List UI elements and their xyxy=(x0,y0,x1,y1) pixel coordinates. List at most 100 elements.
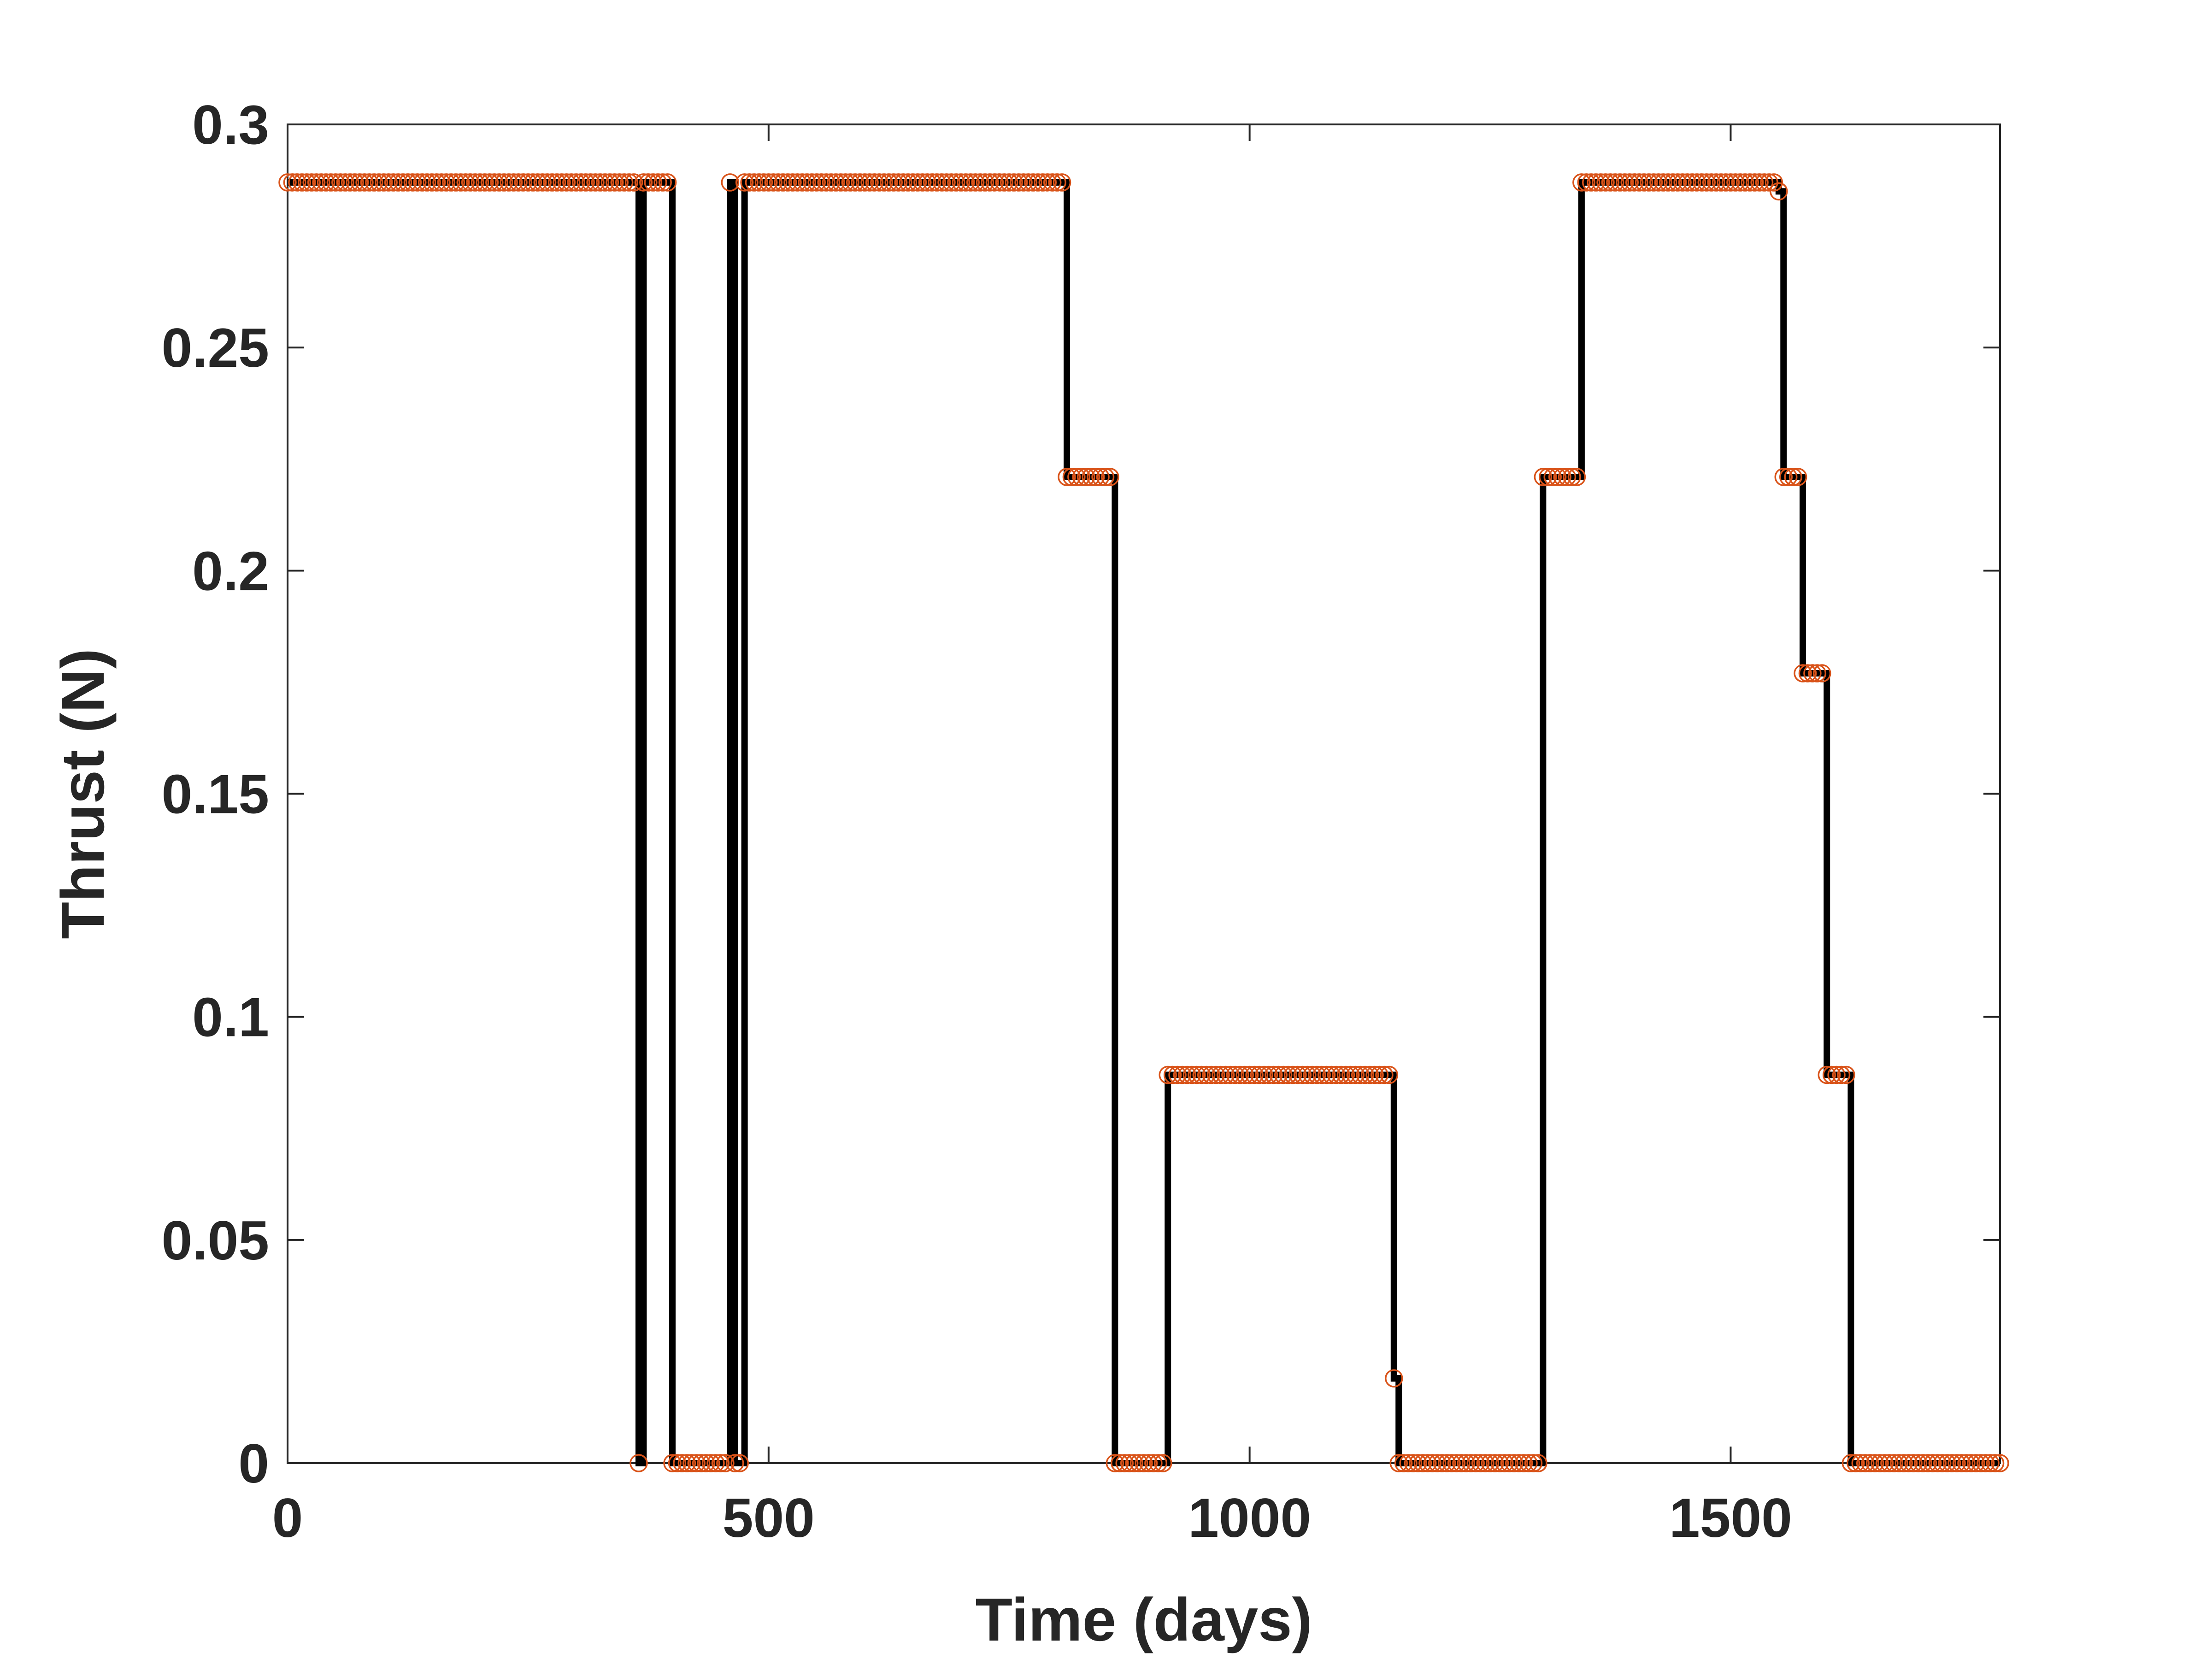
data-point-marker xyxy=(918,173,937,192)
data-point-marker xyxy=(846,173,865,192)
data-point-marker xyxy=(1476,1454,1494,1472)
data-point-marker xyxy=(624,173,643,192)
data-point-marker xyxy=(394,173,412,192)
data-point-marker xyxy=(283,173,302,192)
data-point-marker xyxy=(822,173,841,192)
data-point-marker xyxy=(1019,173,1038,192)
data-point-marker xyxy=(1794,664,1812,682)
data-point-marker xyxy=(1490,1454,1509,1472)
data-point-marker xyxy=(1259,1065,1278,1084)
data-point-marker xyxy=(1375,1065,1394,1084)
data-point-marker xyxy=(1240,1065,1259,1084)
data-point-marker xyxy=(1938,1454,1956,1472)
data-point-marker xyxy=(610,173,629,192)
data-point-marker xyxy=(971,173,989,192)
data-point-marker xyxy=(1774,468,1793,486)
data-point-marker xyxy=(543,173,561,192)
plot-area xyxy=(278,124,2009,1472)
data-point-marker xyxy=(529,173,547,192)
data-point-marker xyxy=(1885,1454,1904,1472)
data-point-marker xyxy=(1125,1454,1143,1472)
data-point-marker xyxy=(798,173,817,192)
plot-frame xyxy=(287,124,2001,1464)
y-tick-label: 0.05 xyxy=(161,1210,269,1271)
data-point-marker xyxy=(937,173,956,192)
data-point-marker xyxy=(591,173,610,192)
data-point-marker xyxy=(1904,1454,1923,1472)
data-point-marker xyxy=(1322,1065,1341,1084)
data-point-marker xyxy=(1967,1454,1985,1472)
data-point-marker xyxy=(1418,1454,1437,1472)
data-point-marker xyxy=(1043,173,1062,192)
data-point-marker xyxy=(509,173,528,192)
data-point-marker xyxy=(1067,468,1086,486)
data-point-marker xyxy=(855,173,874,192)
y-tick-label: 0.3 xyxy=(192,94,269,156)
data-point-marker xyxy=(1745,173,1764,192)
data-point-marker xyxy=(1822,1065,1841,1084)
data-point-marker xyxy=(336,173,355,192)
data-point-marker xyxy=(1731,173,1750,192)
data-point-marker xyxy=(1880,1454,1899,1472)
data-point-marker xyxy=(423,173,441,192)
data-point-marker xyxy=(1283,1065,1302,1084)
data-point-marker xyxy=(1770,182,1788,200)
data-point-marker xyxy=(778,173,797,192)
data-point-marker xyxy=(1591,173,1610,192)
data-point-marker xyxy=(1553,468,1571,486)
data-point-marker xyxy=(355,173,374,192)
data-point-marker xyxy=(1928,1454,1947,1472)
data-point-marker xyxy=(447,173,465,192)
data-point-marker xyxy=(1726,173,1745,192)
data-point-marker xyxy=(1149,1454,1168,1472)
data-point-marker xyxy=(432,173,451,192)
data-point-marker xyxy=(908,173,927,192)
data-point-marker xyxy=(1120,1454,1139,1472)
data-point-marker xyxy=(1009,173,1028,192)
data-point-marker xyxy=(365,173,383,192)
data-point-marker xyxy=(1798,664,1817,682)
data-point-marker xyxy=(1909,1454,1928,1472)
data-point-marker xyxy=(1399,1454,1418,1472)
data-point-marker xyxy=(466,173,484,192)
data-point-marker xyxy=(1717,173,1735,192)
data-point-marker xyxy=(557,173,576,192)
data-point-marker xyxy=(1784,468,1802,486)
data-point-marker xyxy=(851,173,869,192)
data-point-marker xyxy=(1779,468,1798,486)
data-point-marker xyxy=(452,173,470,192)
data-point-marker xyxy=(1212,1065,1230,1084)
data-point-marker xyxy=(716,1454,735,1472)
data-point-marker xyxy=(788,173,807,192)
data-point-marker xyxy=(538,173,557,192)
data-point-marker xyxy=(471,173,489,192)
data-point-marker xyxy=(1053,173,1071,192)
data-point-marker xyxy=(668,1454,687,1472)
data-point-marker xyxy=(1442,1454,1461,1472)
data-point-marker xyxy=(360,173,379,192)
data-point-marker xyxy=(1192,1065,1211,1084)
data-point-marker xyxy=(1226,1065,1245,1084)
data-point-marker xyxy=(1293,1065,1312,1084)
data-point-marker xyxy=(1505,1454,1524,1472)
data-point-marker xyxy=(1360,1065,1379,1084)
data-point-marker xyxy=(1274,1065,1293,1084)
data-point-marker xyxy=(740,173,759,192)
data-point-marker xyxy=(1048,173,1066,192)
x-tick-label: 1000 xyxy=(1188,1487,1311,1549)
data-point-marker xyxy=(1452,1454,1471,1472)
data-point-marker xyxy=(947,173,965,192)
data-point-marker xyxy=(403,173,422,192)
data-point-marker xyxy=(1534,468,1553,486)
data-point-marker xyxy=(1077,468,1095,486)
data-point-marker xyxy=(547,173,566,192)
data-point-marker xyxy=(490,173,509,192)
series-line-group xyxy=(288,179,2000,1466)
data-point-marker xyxy=(1413,1454,1432,1472)
data-point-marker xyxy=(346,173,364,192)
data-point-marker xyxy=(1548,468,1567,486)
data-point-marker xyxy=(1404,1454,1423,1472)
data-point-marker xyxy=(928,173,946,192)
data-point-marker xyxy=(673,1454,691,1472)
data-point-marker xyxy=(865,173,884,192)
